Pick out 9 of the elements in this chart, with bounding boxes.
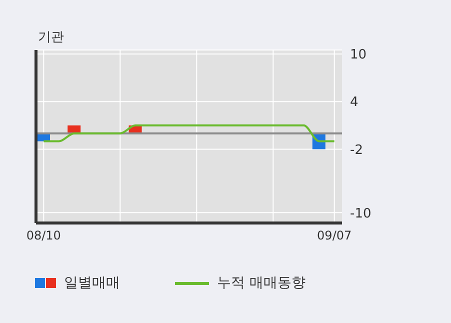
chart-title: 기관 [38,29,64,46]
y-tick-label: 4 [350,95,358,110]
y-tick-label: -10 [350,206,372,222]
legend-label: 누적 매매동향 [217,274,306,292]
y-tick-label: 10 [350,48,367,63]
legend-label: 일별매매 [64,274,120,292]
x-tick-label: 09/07 [317,228,352,243]
y-tick-label: -2 [350,142,363,158]
x-tick-label: 08/10 [26,228,61,243]
